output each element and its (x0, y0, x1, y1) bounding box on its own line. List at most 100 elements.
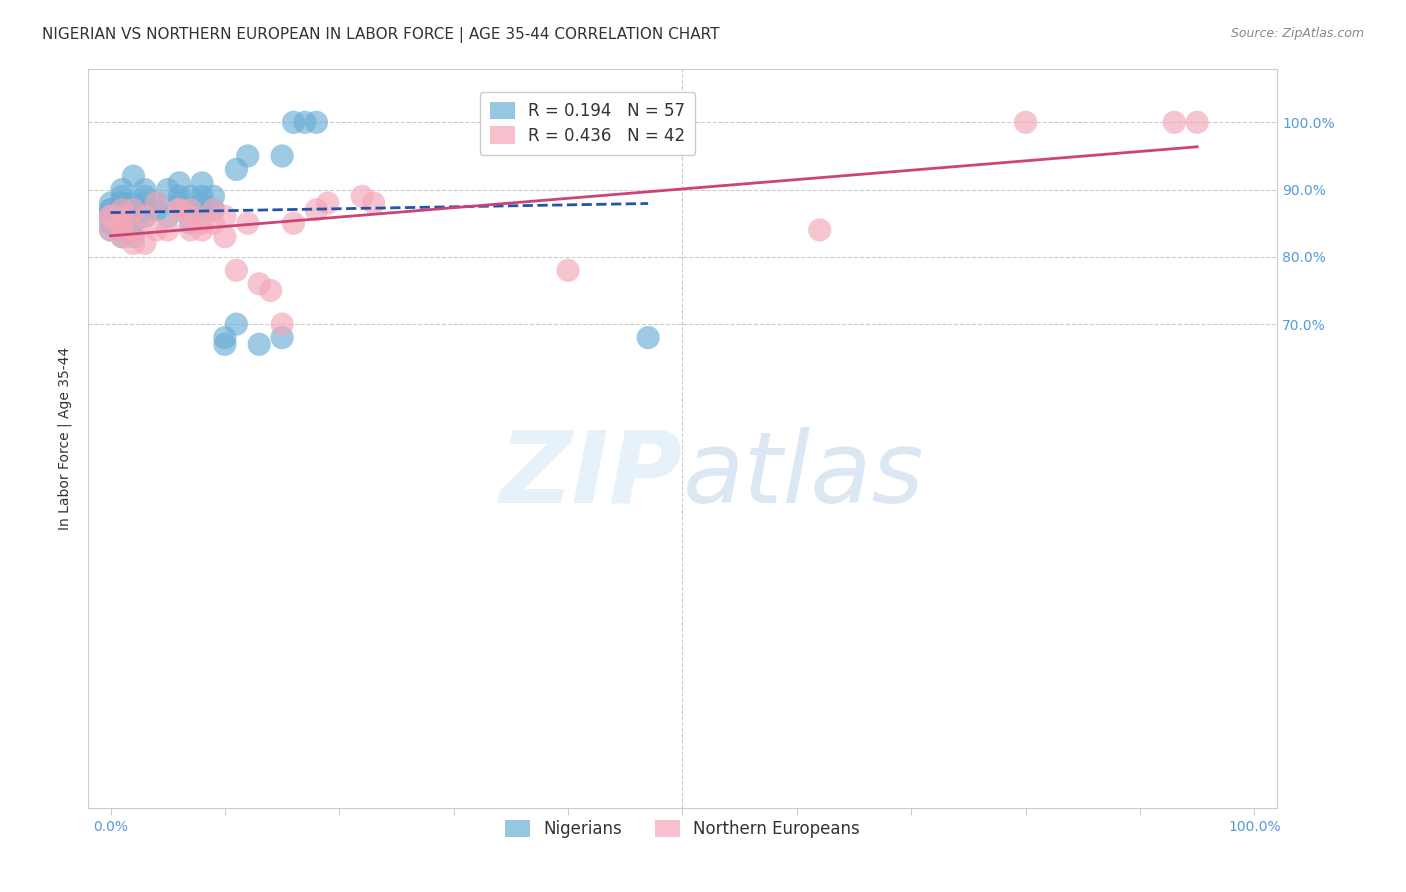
Northern Europeans (236, 216, 259, 230)
Nigerians (100, 202, 122, 217)
Nigerians (180, 216, 202, 230)
Nigerians (111, 202, 134, 217)
Nigerians (225, 162, 247, 177)
Northern Europeans (191, 223, 214, 237)
Northern Europeans (100, 210, 122, 224)
Nigerians (294, 115, 316, 129)
Nigerians (534, 115, 557, 129)
Northern Europeans (305, 202, 328, 217)
Northern Europeans (247, 277, 270, 291)
Nigerians (167, 176, 190, 190)
Northern Europeans (214, 210, 236, 224)
Northern Europeans (134, 210, 156, 224)
Nigerians (100, 223, 122, 237)
Northern Europeans (191, 216, 214, 230)
Nigerians (156, 210, 179, 224)
Northern Europeans (167, 202, 190, 217)
Northern Europeans (100, 223, 122, 237)
Y-axis label: In Labor Force | Age 35-44: In Labor Force | Age 35-44 (58, 347, 72, 530)
Northern Europeans (225, 263, 247, 277)
Text: NIGERIAN VS NORTHERN EUROPEAN IN LABOR FORCE | AGE 35-44 CORRELATION CHART: NIGERIAN VS NORTHERN EUROPEAN IN LABOR F… (42, 27, 720, 43)
Nigerians (122, 216, 145, 230)
Northern Europeans (111, 202, 134, 217)
Nigerians (111, 202, 134, 217)
Nigerians (111, 189, 134, 203)
Northern Europeans (122, 202, 145, 217)
Nigerians (145, 196, 167, 211)
Nigerians (122, 210, 145, 224)
Nigerians (122, 202, 145, 217)
Nigerians (100, 202, 122, 217)
Nigerians (191, 176, 214, 190)
Nigerians (100, 210, 122, 224)
Nigerians (111, 229, 134, 244)
Nigerians (202, 189, 225, 203)
Text: ZIP: ZIP (499, 427, 682, 524)
Northern Europeans (111, 223, 134, 237)
Nigerians (534, 115, 557, 129)
Nigerians (167, 189, 190, 203)
Nigerians (236, 149, 259, 163)
Nigerians (122, 196, 145, 211)
Nigerians (134, 183, 156, 197)
Nigerians (214, 330, 236, 344)
Northern Europeans (202, 202, 225, 217)
Northern Europeans (557, 263, 579, 277)
Nigerians (637, 330, 659, 344)
Nigerians (191, 202, 214, 217)
Northern Europeans (145, 223, 167, 237)
Nigerians (111, 183, 134, 197)
Nigerians (191, 196, 214, 211)
Nigerians (111, 210, 134, 224)
Northern Europeans (122, 236, 145, 251)
Nigerians (111, 223, 134, 237)
Nigerians (145, 202, 167, 217)
Northern Europeans (808, 223, 831, 237)
Nigerians (271, 149, 294, 163)
Nigerians (100, 196, 122, 211)
Northern Europeans (1014, 115, 1036, 129)
Nigerians (247, 337, 270, 351)
Nigerians (214, 337, 236, 351)
Text: atlas: atlas (682, 427, 924, 524)
Northern Europeans (180, 202, 202, 217)
Northern Europeans (283, 216, 305, 230)
Northern Europeans (214, 229, 236, 244)
Northern Europeans (271, 317, 294, 331)
Northern Europeans (111, 229, 134, 244)
Northern Europeans (111, 216, 134, 230)
Northern Europeans (316, 196, 339, 211)
Northern Europeans (260, 284, 283, 298)
Nigerians (283, 115, 305, 129)
Northern Europeans (1185, 115, 1208, 129)
Nigerians (202, 202, 225, 217)
Northern Europeans (167, 202, 190, 217)
Northern Europeans (134, 236, 156, 251)
Nigerians (134, 196, 156, 211)
Northern Europeans (111, 210, 134, 224)
Northern Europeans (180, 210, 202, 224)
Nigerians (180, 189, 202, 203)
Nigerians (122, 169, 145, 183)
Legend: Nigerians, Northern Europeans: Nigerians, Northern Europeans (498, 813, 868, 845)
Northern Europeans (145, 196, 167, 211)
Nigerians (111, 196, 134, 211)
Nigerians (167, 196, 190, 211)
Nigerians (191, 189, 214, 203)
Northern Europeans (1163, 115, 1185, 129)
Northern Europeans (156, 223, 179, 237)
Northern Europeans (122, 223, 145, 237)
Nigerians (134, 210, 156, 224)
Nigerians (305, 115, 328, 129)
Nigerians (134, 189, 156, 203)
Northern Europeans (363, 196, 385, 211)
Nigerians (134, 202, 156, 217)
Nigerians (122, 229, 145, 244)
Nigerians (271, 330, 294, 344)
Nigerians (111, 196, 134, 211)
Nigerians (225, 317, 247, 331)
Nigerians (111, 216, 134, 230)
Northern Europeans (100, 210, 122, 224)
Nigerians (111, 202, 134, 217)
Northern Europeans (180, 223, 202, 237)
